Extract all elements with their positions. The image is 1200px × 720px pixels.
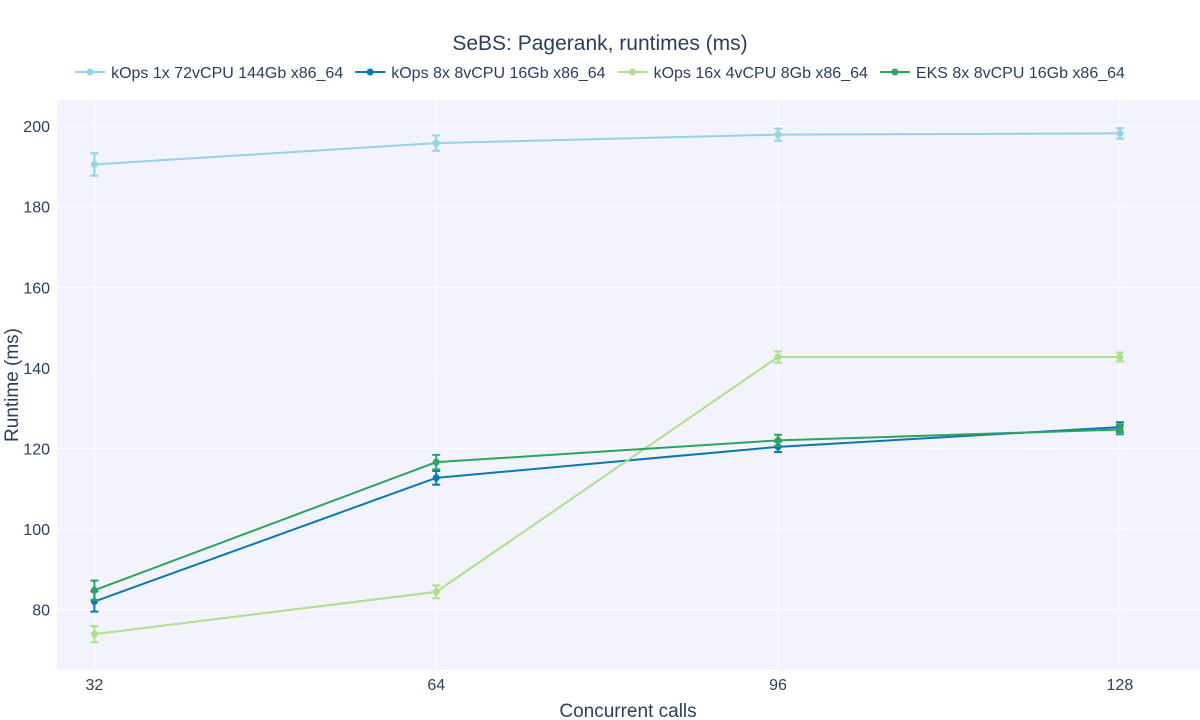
data-point [90, 630, 98, 638]
legend-item: kOps 1x 72vCPU 144Gb x86_64 [75, 65, 343, 82]
plot-area [57, 100, 1200, 670]
data-point [432, 458, 440, 466]
legend-item: kOps 8x 8vCPU 16Gb x86_64 [355, 65, 606, 82]
x-tick-label: 32 [85, 677, 103, 694]
legend-label: kOps 16x 4vCPU 8Gb x86_64 [654, 65, 868, 82]
data-point [90, 160, 98, 168]
y-tick-label: 200 [23, 119, 50, 136]
data-point [1116, 129, 1124, 137]
legend-label: EKS 8x 8vCPU 16Gb x86_64 [916, 65, 1125, 82]
y-tick-label: 140 [23, 361, 50, 378]
data-point [1116, 426, 1124, 434]
series-line [94, 428, 1120, 592]
data-point [774, 436, 782, 444]
y-tick-label: 160 [23, 280, 50, 297]
legend-label: kOps 8x 8vCPU 16Gb x86_64 [391, 65, 605, 82]
y-tick-labels: 80 100 120 140 160 180 200 [23, 119, 50, 619]
grid [57, 100, 1200, 670]
series-3 [90, 350, 1124, 644]
data-point [774, 131, 782, 139]
data-point [432, 139, 440, 147]
series-4 [90, 423, 1124, 601]
chart-title: SeBS: Pagerank, runtimes (ms) [452, 32, 747, 55]
y-tick-label: 80 [32, 603, 50, 620]
data-point [432, 588, 440, 596]
legend-label: kOps 1x 72vCPU 144Gb x86_64 [111, 65, 343, 82]
y-tick-label: 180 [23, 200, 50, 217]
y-axis-title: Runtime (ms) [2, 328, 23, 442]
series-line [94, 426, 1120, 603]
legend: kOps 1x 72vCPU 144Gb x86_64 kOps 8x 8vCPU… [75, 65, 1125, 82]
legend-item: EKS 8x 8vCPU 16Gb x86_64 [879, 65, 1125, 82]
data-point [432, 474, 440, 482]
y-tick-label: 100 [23, 522, 50, 539]
x-tick-label: 128 [1107, 677, 1134, 694]
x-tick-label: 96 [769, 677, 787, 694]
legend-item: kOps 16x 4vCPU 8Gb x86_64 [617, 65, 868, 82]
y-tick-label: 120 [23, 441, 50, 458]
series-1 [90, 127, 1124, 177]
series-line [94, 132, 1120, 166]
x-tick-label: 64 [427, 677, 445, 694]
series-line [94, 356, 1120, 636]
data-point [774, 353, 782, 361]
x-tick-labels: 32 64 96 128 [85, 677, 1133, 694]
x-axis-title: Concurrent calls [559, 701, 696, 720]
data-point [90, 586, 98, 594]
series-layer [90, 127, 1124, 644]
data-point [1116, 353, 1124, 361]
